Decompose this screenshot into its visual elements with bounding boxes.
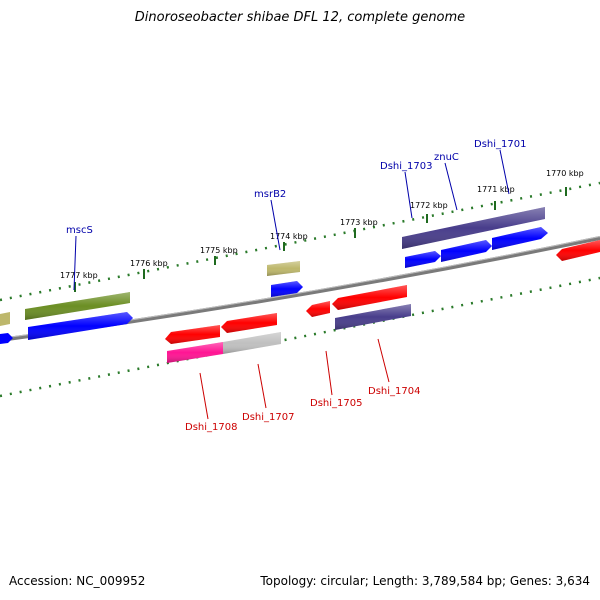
scale-label-1771: 1771 kbp (477, 185, 515, 194)
gene-label-dshi1707[interactable]: Dshi_1707 (242, 412, 294, 423)
gene-label-znuc[interactable]: znuC (434, 152, 459, 163)
scale-label-1776: 1776 kbp (130, 259, 168, 268)
top-gene-labels: mscS msrB2 Dshi_1703 znuC Dshi_1701 (66, 139, 526, 236)
bottom-label-leaders (199, 338, 390, 420)
gene-label-dshi1705[interactable]: Dshi_1705 (310, 398, 362, 409)
scale-label-1773: 1773 kbp (340, 218, 378, 227)
scale-label-1774: 1774 kbp (270, 232, 308, 241)
top-label-leaders (73, 149, 510, 291)
forward-strand-genes (0, 207, 548, 344)
gene-label-dshi1703[interactable]: Dshi_1703 (380, 161, 432, 172)
accession-text: Accession: NC_009952 (9, 574, 146, 588)
scale-label-1770: 1770 kbp (546, 169, 584, 178)
scale-labels: 1777 kbp 1776 kbp 1775 kbp 1774 kbp 1773… (60, 169, 584, 280)
gene-arrow-blue-left[interactable] (0, 333, 13, 344)
scale-track-bottom (0, 276, 600, 398)
gene-label-mscs[interactable]: mscS (66, 225, 93, 236)
scale-label-1777: 1777 kbp (60, 271, 98, 280)
major-ticks (74, 187, 567, 292)
scale-track-top (0, 181, 600, 302)
gene-band-khaki-left[interactable] (0, 312, 10, 326)
scale-label-1772: 1772 kbp (410, 201, 448, 210)
gene-label-dshi1701[interactable]: Dshi_1701 (474, 139, 526, 150)
gene-label-dshi1708[interactable]: Dshi_1708 (185, 422, 237, 433)
genome-title: Dinoroseobacter shibae DFL 12, complete … (134, 10, 466, 25)
gene-label-dshi1704[interactable]: Dshi_1704 (368, 386, 420, 397)
gene-label-msrb2[interactable]: msrB2 (254, 189, 286, 200)
scale-label-1775: 1775 kbp (200, 246, 238, 255)
genome-summary-text: Topology: circular; Length: 3,789,584 bp… (260, 574, 590, 588)
bottom-gene-labels: Dshi_1708 Dshi_1707 Dshi_1705 Dshi_1704 (185, 386, 420, 433)
reverse-strand-genes (165, 240, 600, 363)
